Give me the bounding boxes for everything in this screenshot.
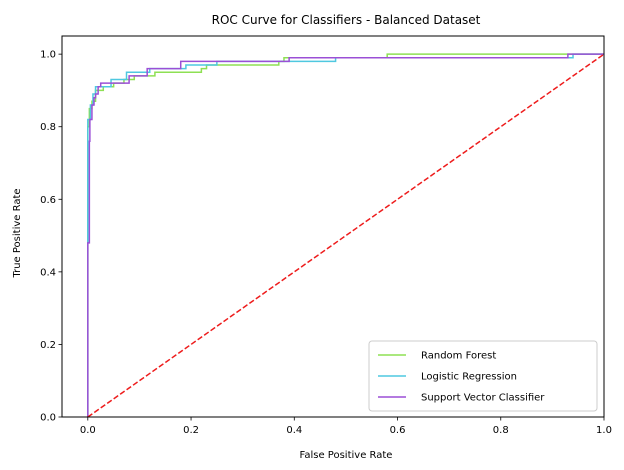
- y-tick-label: 0.4: [40, 267, 56, 278]
- y-tick-label: 0.2: [40, 340, 56, 351]
- series-line-support-vector-classifier: [87, 53, 604, 417]
- x-tick-label: 0.8: [493, 425, 509, 436]
- legend-label-random-forest: Random Forest: [421, 351, 496, 362]
- y-tick-label: 0.6: [40, 195, 56, 206]
- x-tick-label: 0.2: [183, 425, 199, 436]
- x-axis-title: False Positive Rate: [300, 450, 393, 461]
- x-tick-label: 0.4: [286, 425, 302, 436]
- y-axis-title: True Positive Rate: [12, 188, 23, 278]
- legend: Random Forest Logistic Regression Support …: [368, 340, 598, 412]
- legend-label-support-vector-classifier: Support Vector Classifier: [421, 393, 545, 404]
- x-tick-label: 0.0: [80, 425, 96, 436]
- plot-series: [87, 53, 604, 417]
- chart-title: ROC Curve for Classifiers - Balanced Dat…: [212, 13, 481, 27]
- y-tick-label: 1.0: [40, 50, 56, 61]
- x-axis-ticks: 0.0 0.2 0.4 0.6 0.8 1.0: [80, 417, 612, 436]
- diagonal-reference-line: [87, 53, 604, 417]
- y-axis-ticks: 0.0 0.2 0.4 0.6 0.8 1.0: [40, 50, 62, 424]
- legend-box: [368, 340, 598, 412]
- plot-frame: [61, 35, 605, 418]
- y-tick-label: 0.8: [40, 122, 56, 133]
- x-tick-label: 0.6: [390, 425, 406, 436]
- x-tick-label: 1.0: [596, 425, 612, 436]
- legend-label-logistic-regression: Logistic Regression: [421, 372, 517, 383]
- y-tick-label: 0.0: [40, 413, 56, 424]
